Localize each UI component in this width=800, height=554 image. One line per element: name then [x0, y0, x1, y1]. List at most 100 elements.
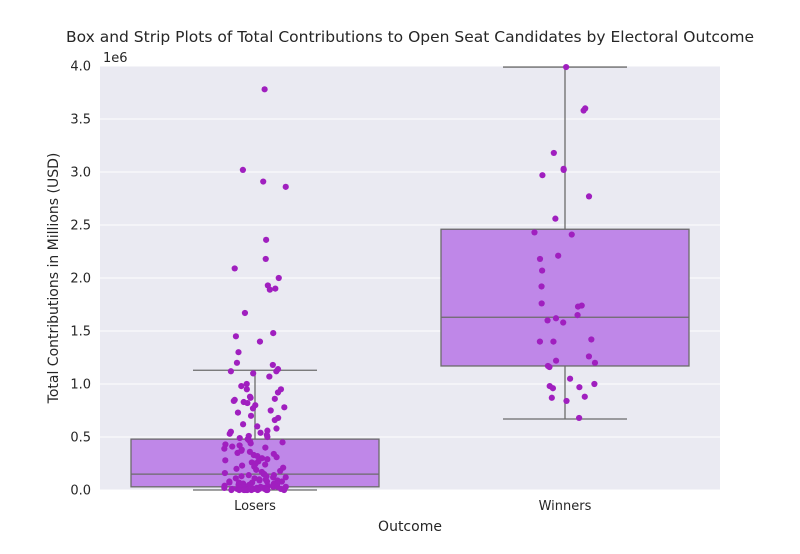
- data-point: [585, 193, 593, 200]
- data-point: [260, 178, 267, 185]
- data-point: [536, 338, 544, 345]
- data-point: [261, 86, 268, 93]
- data-point: [256, 338, 264, 345]
- data-point: [247, 394, 254, 401]
- data-point: [282, 474, 289, 481]
- data-point: [271, 416, 278, 424]
- chart-title: Box and Strip Plots of Total Contributio…: [66, 28, 754, 46]
- data-point: [254, 486, 261, 494]
- points-losers: [221, 86, 289, 494]
- data-point: [270, 330, 277, 337]
- data-point: [538, 283, 545, 290]
- data-point: [239, 421, 247, 428]
- data-point: [221, 484, 228, 491]
- data-point: [245, 472, 252, 479]
- data-point: [231, 265, 238, 272]
- data-point: [266, 373, 273, 380]
- data-point: [281, 404, 288, 411]
- data-point: [574, 312, 581, 319]
- data-point: [254, 423, 261, 430]
- data-point: [273, 454, 280, 461]
- box-winners: [440, 66, 690, 420]
- x-tick-labels: Losers Winners: [234, 499, 592, 514]
- data-point: [272, 285, 279, 292]
- data-point: [591, 380, 598, 388]
- data-point: [273, 368, 280, 375]
- data-point: [279, 439, 286, 446]
- y-tick-label: 3.5: [70, 113, 91, 128]
- data-point: [264, 433, 271, 441]
- data-point: [247, 412, 255, 419]
- data-point: [256, 477, 263, 484]
- x-tick-label: Losers: [234, 499, 276, 514]
- data-point: [264, 456, 271, 463]
- data-point: [581, 393, 588, 400]
- data-point: [222, 457, 229, 464]
- x-axis-label: Outcome: [378, 519, 442, 535]
- y-tick-label: 0.0: [70, 484, 91, 499]
- data-point: [250, 370, 257, 377]
- data-point: [568, 231, 575, 238]
- data-point: [270, 474, 277, 481]
- data-point: [232, 475, 239, 482]
- y-tick-labels: 0.0 0.5 1.0 1.5 2.0 2.5 3.0 3.5 4.0: [70, 60, 91, 499]
- data-point: [267, 407, 274, 414]
- box-iqr: [440, 228, 690, 367]
- data-point: [563, 63, 570, 71]
- data-point: [244, 399, 251, 407]
- data-point: [539, 267, 546, 274]
- data-point: [282, 183, 289, 190]
- data-point: [539, 172, 546, 179]
- data-point: [538, 300, 545, 307]
- data-point: [233, 465, 240, 472]
- y-tick-label: 4.0: [70, 60, 91, 75]
- y-tick-label: 2.5: [70, 219, 91, 234]
- data-point: [254, 452, 261, 460]
- data-point: [230, 397, 237, 405]
- data-point: [243, 386, 250, 393]
- strip-points: [221, 63, 599, 494]
- data-point: [221, 469, 228, 477]
- data-point: [235, 349, 242, 356]
- data-point: [548, 394, 555, 401]
- data-point: [273, 425, 280, 432]
- data-point: [262, 444, 269, 451]
- data-point: [588, 336, 595, 343]
- data-point: [576, 414, 583, 422]
- data-point: [277, 467, 284, 475]
- data-point: [576, 384, 583, 391]
- data-point: [234, 409, 242, 416]
- data-point: [550, 338, 557, 345]
- data-point: [236, 486, 243, 494]
- data-point: [249, 405, 257, 412]
- data-point: [233, 359, 241, 366]
- y-tick-label: 1.0: [70, 378, 91, 393]
- data-point: [580, 107, 587, 114]
- data-point: [574, 303, 582, 310]
- data-point: [241, 309, 249, 317]
- data-point: [536, 255, 544, 263]
- y-offset-label: 1e6: [103, 51, 128, 66]
- data-point: [585, 353, 593, 360]
- data-point: [550, 149, 557, 157]
- data-point: [266, 286, 273, 293]
- points-winners: [531, 63, 599, 422]
- data-point: [549, 385, 557, 392]
- data-point: [560, 166, 567, 173]
- data-point: [226, 430, 233, 437]
- data-point: [552, 315, 560, 322]
- data-point: [232, 333, 240, 340]
- data-point: [241, 486, 248, 494]
- data-point: [563, 397, 570, 405]
- data-point: [263, 236, 270, 243]
- data-point: [560, 319, 567, 326]
- data-point: [243, 380, 250, 388]
- y-axis-label: Total Contributions in Millions (USD): [46, 153, 62, 405]
- data-point: [257, 429, 264, 436]
- data-point: [546, 363, 553, 371]
- data-point: [234, 449, 241, 456]
- data-point: [591, 359, 599, 366]
- data-point: [552, 357, 560, 364]
